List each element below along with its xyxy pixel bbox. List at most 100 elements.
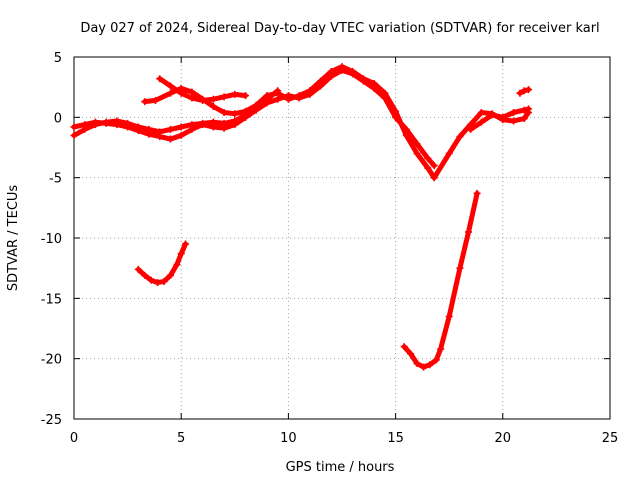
data-point [464, 228, 472, 236]
data-point [525, 105, 533, 113]
data-point [156, 75, 164, 83]
y-tick-label: -15 [41, 292, 62, 307]
series-main-band-a [70, 63, 438, 182]
data-point [488, 111, 496, 119]
series-recovery-b [467, 105, 533, 133]
data-point [220, 124, 228, 132]
data-point [242, 107, 250, 115]
data-point [274, 87, 282, 95]
data-point [141, 98, 149, 106]
data-point [124, 123, 132, 131]
data-point [70, 123, 78, 131]
data-point [134, 127, 142, 135]
data-point [413, 359, 421, 367]
data-series [70, 63, 533, 371]
data-point [473, 189, 481, 197]
data-point [520, 115, 528, 123]
data-point [432, 356, 440, 364]
y-tick-labels: -25 -20 -15 -10 -5 0 5 [41, 51, 62, 428]
data-point [306, 90, 314, 98]
data-point [91, 118, 99, 126]
data-point [166, 271, 174, 279]
data-point [166, 82, 174, 90]
axis-ticks [73, 56, 611, 420]
data-point [173, 261, 181, 269]
x-tick-label: 15 [387, 431, 404, 446]
series-main-band-b [70, 66, 438, 170]
data-point [220, 93, 228, 101]
x-tick-label: 0 [70, 431, 78, 446]
data-point [199, 96, 207, 104]
data-point [156, 133, 164, 141]
data-point [456, 264, 464, 272]
data-point [102, 119, 110, 127]
data-point [166, 135, 174, 143]
data-point [419, 363, 427, 371]
data-point [141, 271, 149, 279]
data-point [177, 123, 185, 131]
data-point [407, 350, 415, 358]
series-recovery [430, 109, 533, 182]
series-upper-arc-b [156, 75, 250, 104]
data-point [400, 343, 408, 351]
data-point [242, 113, 250, 121]
data-point [81, 121, 89, 129]
data-point [430, 174, 438, 182]
data-point [520, 87, 528, 95]
series-line [431, 110, 531, 181]
data-point [177, 131, 185, 139]
y-tick-label: 5 [54, 51, 62, 66]
data-point [263, 95, 271, 103]
data-point [445, 312, 453, 320]
data-point [413, 140, 421, 148]
data-point [151, 96, 159, 104]
data-point [134, 265, 142, 273]
data-point [181, 240, 189, 248]
series-arc-16h [400, 189, 481, 371]
data-point [220, 109, 228, 117]
series-line [401, 190, 480, 370]
y-tick-label: -5 [49, 172, 62, 187]
x-tick-labels: 0 5 10 15 20 25 [70, 431, 618, 446]
data-point [525, 86, 533, 94]
data-point [424, 154, 432, 162]
data-point [274, 95, 282, 103]
data-point [467, 125, 475, 133]
data-point [477, 109, 485, 117]
chart-title: Day 027 of 2024, Sidereal Day-to-day VTE… [80, 21, 599, 36]
data-point [430, 162, 438, 170]
data-point [426, 361, 434, 369]
data-point [317, 82, 325, 90]
data-point [209, 123, 217, 131]
series-isolated-point [516, 86, 533, 97]
x-axis-label: GPS time / hours [286, 460, 395, 475]
data-point [359, 77, 367, 85]
data-point [177, 250, 185, 258]
data-point [295, 94, 303, 102]
y-tick-label: -20 [41, 353, 62, 368]
y-tick-label: 0 [54, 111, 62, 126]
series-line [71, 67, 437, 169]
data-point [413, 150, 421, 158]
data-point [252, 101, 260, 109]
data-point [510, 117, 518, 125]
data-point [327, 72, 335, 80]
data-point [424, 164, 432, 172]
data-point [209, 95, 217, 103]
data-point [381, 94, 389, 102]
data-point [231, 90, 239, 98]
data-point [242, 92, 250, 100]
y-tick-label: -25 [41, 413, 62, 428]
data-point [199, 121, 207, 129]
y-tick-label: -10 [41, 232, 62, 247]
x-tick-label: 5 [177, 431, 185, 446]
data-point [445, 150, 453, 158]
data-point [231, 110, 239, 118]
data-point [338, 66, 346, 74]
series-arc-5h [134, 240, 189, 287]
data-point [456, 133, 464, 141]
data-point [437, 345, 445, 353]
data-point [177, 89, 185, 97]
data-point [402, 125, 410, 133]
